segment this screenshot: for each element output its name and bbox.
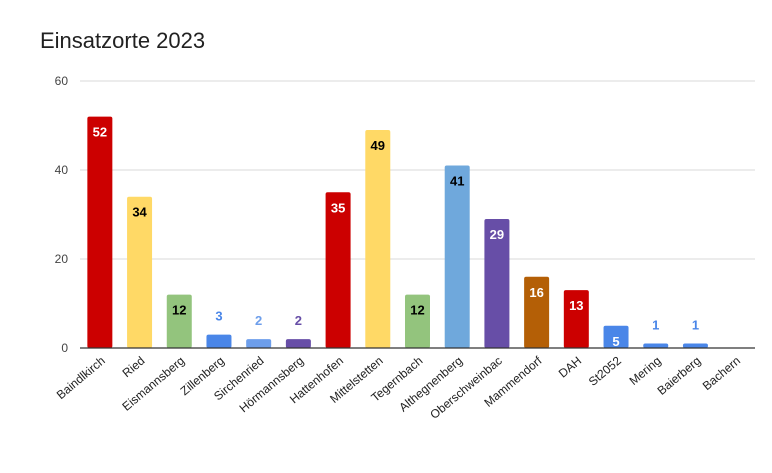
data-label: 1 [652, 318, 659, 333]
x-tick-label: Oberschweinbac [427, 354, 504, 422]
y-tick-label: 40 [55, 163, 69, 177]
data-label: 2 [295, 313, 302, 328]
bar [246, 339, 272, 348]
x-tick-label: St2052 [586, 353, 624, 388]
data-label: 2 [255, 313, 262, 328]
bar [87, 116, 113, 348]
bar [563, 290, 589, 348]
y-tick-label: 0 [61, 341, 68, 355]
data-label: 3 [215, 309, 222, 324]
bar [127, 196, 153, 348]
bar [484, 218, 510, 348]
bar [365, 129, 391, 348]
x-tick-label: Baierberg [655, 354, 704, 398]
data-label: 12 [172, 303, 186, 318]
bar [166, 294, 192, 348]
bar [444, 165, 470, 348]
data-label: 13 [569, 298, 583, 313]
data-label: 41 [450, 174, 464, 189]
data-label: 52 [93, 125, 107, 140]
bar [206, 334, 232, 348]
data-label: 16 [529, 285, 543, 300]
bar [524, 276, 550, 348]
bar [643, 343, 669, 348]
data-label: 12 [410, 303, 424, 318]
y-tick-label: 20 [55, 252, 69, 266]
data-label: 5 [612, 334, 619, 349]
bar [682, 343, 708, 348]
y-tick-label: 60 [55, 74, 69, 88]
x-tick-label: Baindlkirch [54, 354, 108, 402]
data-label: 35 [331, 200, 345, 215]
x-tick-label: Bachern [700, 354, 743, 393]
data-label: 49 [371, 138, 385, 153]
bar [405, 294, 430, 348]
data-label: 1 [692, 318, 699, 333]
data-label: 34 [132, 205, 147, 220]
chart-title: Einsatzorte 2023 [40, 28, 206, 53]
data-label: 29 [490, 227, 504, 242]
x-tick-label: Ried [120, 354, 148, 381]
x-tick-label: DAH [556, 354, 584, 381]
bar [603, 325, 629, 348]
bar [325, 192, 351, 348]
bar [285, 339, 311, 348]
